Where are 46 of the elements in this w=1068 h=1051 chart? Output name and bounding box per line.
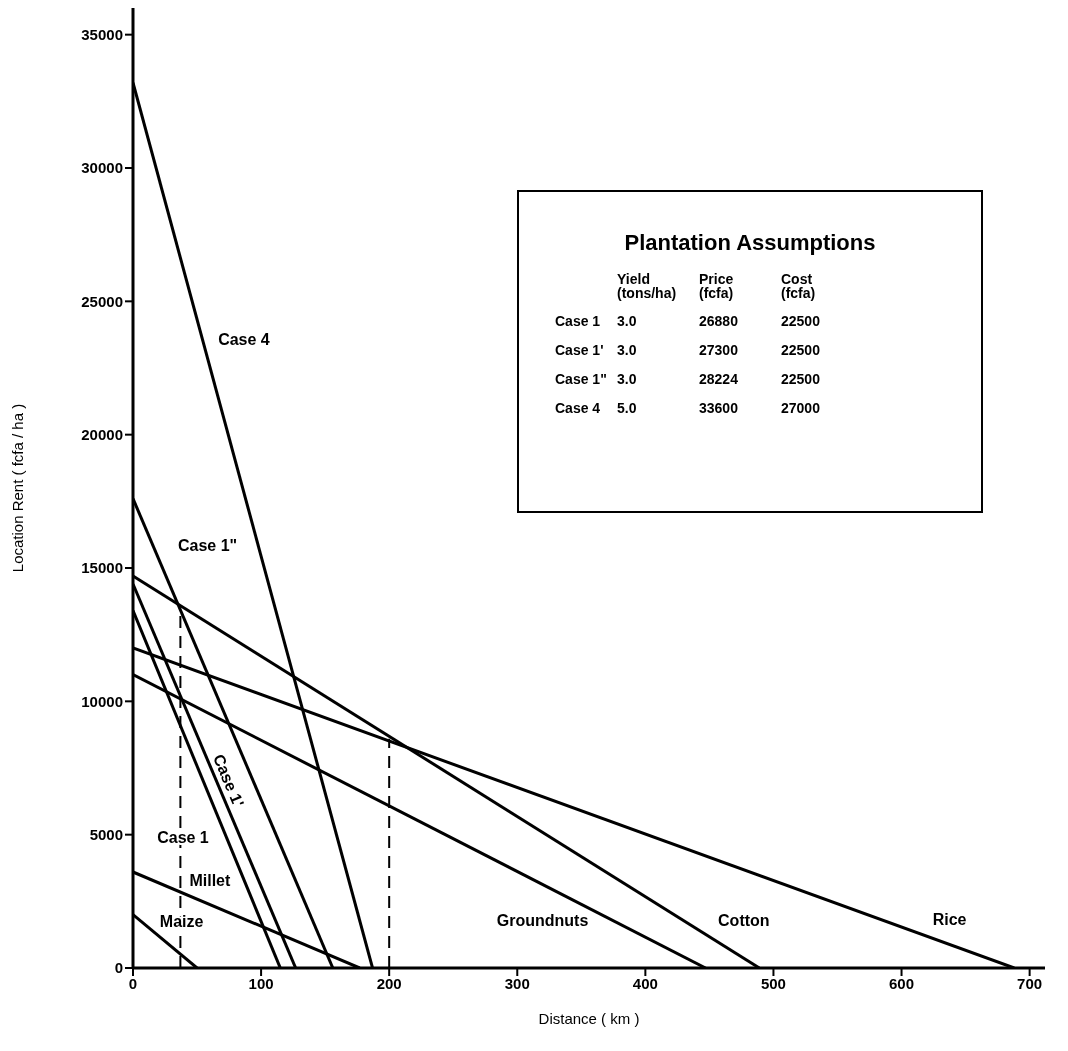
y-tick-label: 25000 <box>81 292 123 310</box>
y-tick-label: 35000 <box>81 25 123 43</box>
annotation: 26880 <box>699 312 739 329</box>
annotation: Case 1" <box>555 370 608 387</box>
x-tick-label: 600 <box>889 974 915 992</box>
text: Case 1' <box>209 751 248 810</box>
annotation: 22500 <box>781 370 821 387</box>
annotation: 3.0 <box>617 312 638 329</box>
annotation: Case 1 <box>555 312 602 329</box>
series-label: Case 1" <box>177 537 238 555</box>
annotation: 22500 <box>781 312 821 329</box>
x-tick-label: 300 <box>504 974 530 992</box>
y-axis-title: Location Rent ( fcfa / ha ) <box>9 403 27 573</box>
annotation: Plantation Assumptions <box>623 230 877 256</box>
x-tick-label: 100 <box>248 974 274 992</box>
y-tick-label: 5000 <box>89 825 123 843</box>
series-label: Rice <box>932 911 967 929</box>
annotation: 27300 <box>699 341 739 358</box>
annotation: 27000 <box>781 399 821 416</box>
y-tick-label: 15000 <box>81 559 123 577</box>
y-tick-label: 20000 <box>81 425 123 443</box>
annotation: 22500 <box>781 341 821 358</box>
x-tick-label: 500 <box>760 974 786 992</box>
series-label: Case 4 <box>218 331 270 349</box>
annotation: 3.0 <box>617 341 638 358</box>
annotation: Price (fcfa) <box>699 270 735 301</box>
x-tick-label: 0 <box>128 974 138 992</box>
annotation: 5.0 <box>617 399 638 416</box>
annotation: Yield (tons/ha) <box>617 270 678 301</box>
annotation: 28224 <box>699 370 739 387</box>
x-axis-title: Distance ( km ) <box>538 1010 640 1027</box>
annotation: 33600 <box>699 399 739 416</box>
y-tick-label: 30000 <box>81 159 123 177</box>
annotation: Cost (fcfa) <box>781 270 817 301</box>
annotation: Case 1' <box>555 341 605 358</box>
y-tick-label: 10000 <box>81 692 123 710</box>
series-label: Millet <box>189 871 231 889</box>
series-label: Case 1 <box>157 828 209 846</box>
annotation: Case 4 <box>555 399 602 416</box>
y-tick-label: 0 <box>114 959 123 977</box>
series-label: Groundnuts <box>496 911 589 929</box>
annotation: 3.0 <box>617 370 638 387</box>
series-label: Cotton <box>718 911 770 929</box>
x-tick-label: 700 <box>1017 974 1043 992</box>
x-tick-label: 200 <box>376 974 402 992</box>
x-tick-label: 400 <box>632 974 658 992</box>
